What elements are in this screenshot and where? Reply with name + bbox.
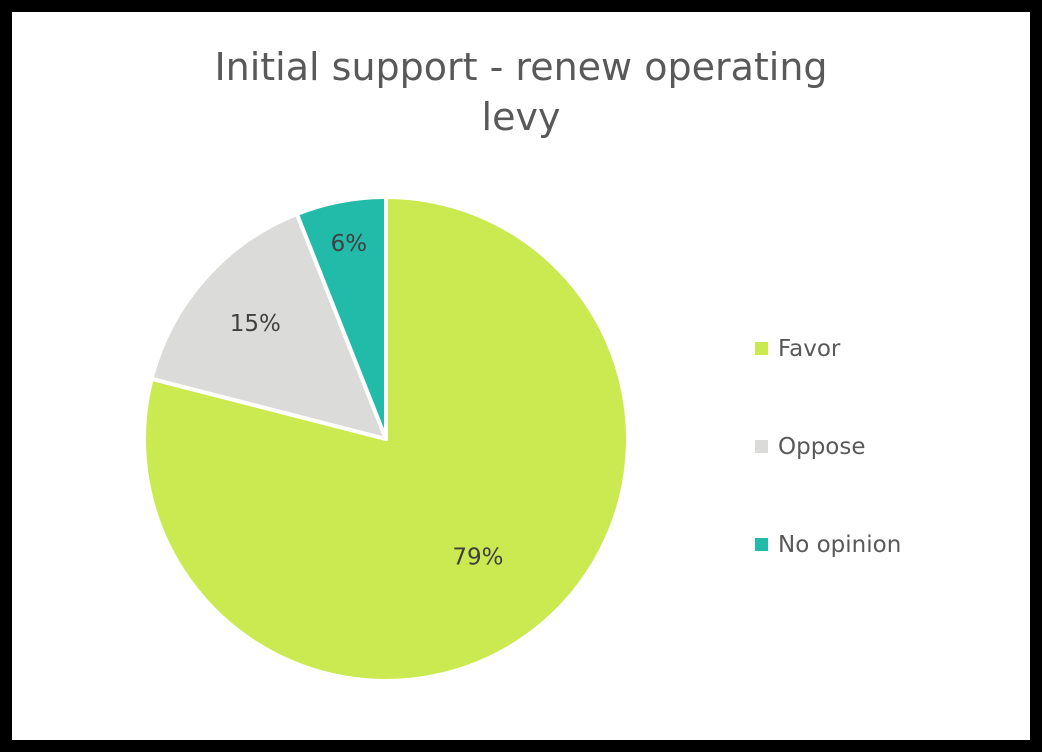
legend-item-favor: Favor xyxy=(755,325,995,372)
legend-swatch-oppose xyxy=(755,440,768,453)
legend-swatch-favor xyxy=(755,342,768,355)
chart-title: Initial support - renew operating levy xyxy=(12,42,1030,142)
legend-item-oppose: Oppose xyxy=(755,423,995,470)
pie-slice-oppose xyxy=(149,211,388,441)
legend-label-favor: Favor xyxy=(778,335,841,362)
data-label-favor: 79% xyxy=(452,545,503,571)
legend-label-no-opinion: No opinion xyxy=(778,531,902,558)
pie-slice-no-opinion xyxy=(294,195,388,441)
legend-label-oppose: Oppose xyxy=(778,433,866,460)
pie-slices xyxy=(142,195,630,683)
chart-title-line-2: levy xyxy=(481,95,561,139)
chart-title-line-1: Initial support - renew operating xyxy=(214,45,828,89)
data-label-no-opinion: 6% xyxy=(331,231,368,257)
data-label-oppose: 15% xyxy=(230,311,281,337)
pie-data-labels: 79% 15% 6% xyxy=(230,231,504,570)
legend-item-no-opinion: No opinion xyxy=(755,521,995,568)
legend-swatch-no-opinion xyxy=(755,538,768,551)
legend: Favor Oppose No opinion xyxy=(755,325,995,619)
